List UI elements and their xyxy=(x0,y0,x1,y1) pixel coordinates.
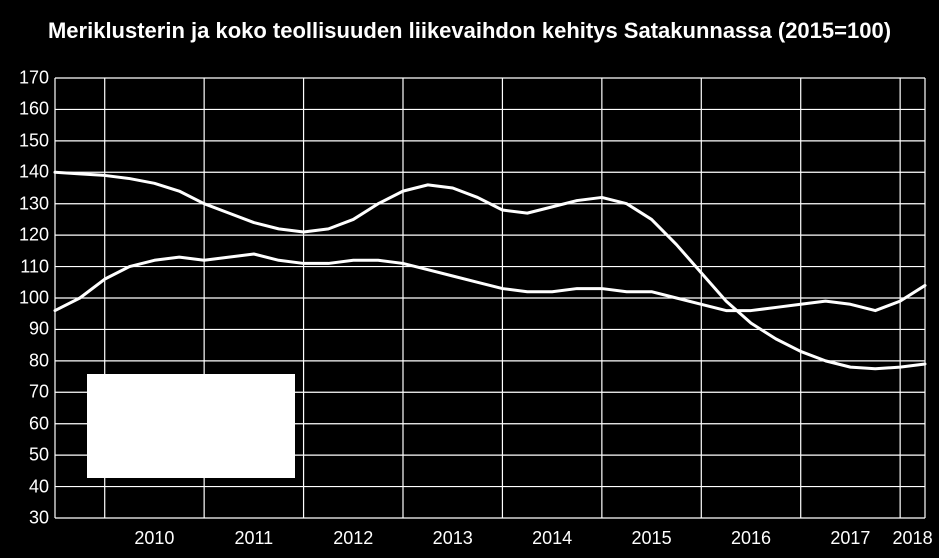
x-tick-label: 2018 xyxy=(893,528,933,549)
x-tick-label: 2011 xyxy=(234,528,273,549)
y-tick-label: 30 xyxy=(5,508,49,529)
x-tick-label: 2016 xyxy=(731,528,771,549)
y-tick-label: 160 xyxy=(5,99,49,120)
y-tick-label: 40 xyxy=(5,476,49,497)
y-tick-label: 130 xyxy=(5,193,49,214)
plot-area: 3040506070809010011012013014015016017020… xyxy=(55,78,925,518)
y-tick-label: 50 xyxy=(5,445,49,466)
y-tick-label: 170 xyxy=(5,68,49,89)
y-tick-label: 80 xyxy=(5,350,49,371)
x-tick-label: 2012 xyxy=(333,528,373,549)
y-tick-label: 70 xyxy=(5,382,49,403)
x-tick-label: 2015 xyxy=(632,528,672,549)
legend-box xyxy=(87,374,295,478)
y-tick-label: 90 xyxy=(5,319,49,340)
y-tick-label: 110 xyxy=(5,256,49,277)
x-tick-label: 2014 xyxy=(532,528,572,549)
chart-title: Meriklusterin ja koko teollisuuden liike… xyxy=(0,18,939,44)
series-b xyxy=(55,254,925,311)
series-a xyxy=(55,172,925,368)
y-tick-label: 60 xyxy=(5,413,49,434)
y-tick-label: 120 xyxy=(5,225,49,246)
y-tick-label: 150 xyxy=(5,130,49,151)
y-tick-label: 100 xyxy=(5,288,49,309)
x-tick-label: 2013 xyxy=(433,528,473,549)
y-tick-label: 140 xyxy=(5,162,49,183)
chart-root: Meriklusterin ja koko teollisuuden liike… xyxy=(0,0,939,558)
x-tick-label: 2017 xyxy=(830,528,870,549)
x-tick-label: 2010 xyxy=(134,528,174,549)
